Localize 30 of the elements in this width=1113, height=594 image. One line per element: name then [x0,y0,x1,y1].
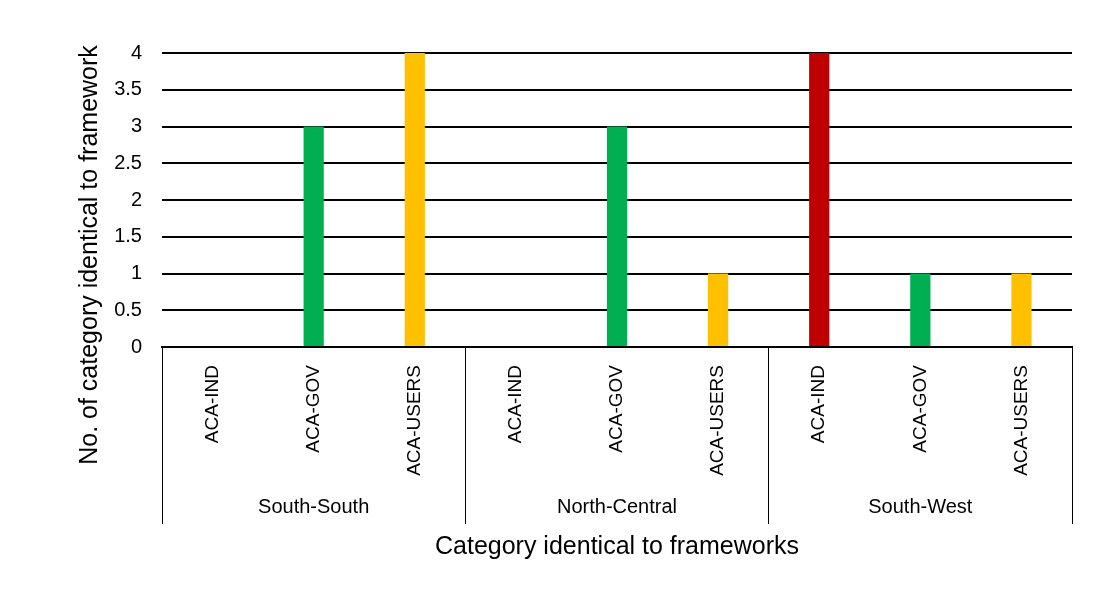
x-tick-label: ACA-IND [200,365,222,444]
y-axis-title: No. of category identical to framework [73,44,102,465]
bar [910,273,931,346]
y-tick-label: 4 [130,40,142,63]
y-tick-label: 0.5 [114,297,142,320]
x-tick-label: ACA-USERS [706,365,728,476]
y-tick-label: 1 [130,261,142,284]
x-tick-label: ACA-GOV [908,364,930,453]
x-tick-label: ACA-GOV [301,364,323,453]
text: South-South [258,494,370,517]
x-tick-label: ACA-GOV [605,364,627,453]
text: South-West [868,494,973,517]
bar [809,53,830,346]
bar [303,126,324,346]
bar [404,53,425,346]
y-tick-label: 2.5 [114,150,142,173]
x-tick-label: ACA-USERS [1009,365,1031,476]
x-tick-label: ACA-IND [807,365,829,444]
y-tick-label: 3.5 [114,77,142,100]
y-tick-label: 1.5 [114,224,142,247]
bar [1011,273,1032,346]
y-tick-label: 2 [130,187,142,210]
x-tick-label: ACA-USERS [403,365,425,476]
text: North-Central [556,494,678,517]
x-axis-title: Category identical to frameworks [434,530,800,559]
bar [606,126,628,346]
x-tick-label: ACA-IND [504,365,526,444]
bar [708,273,729,346]
y-tick-label: 0 [130,334,142,357]
y-tick-label: 3 [130,114,142,137]
